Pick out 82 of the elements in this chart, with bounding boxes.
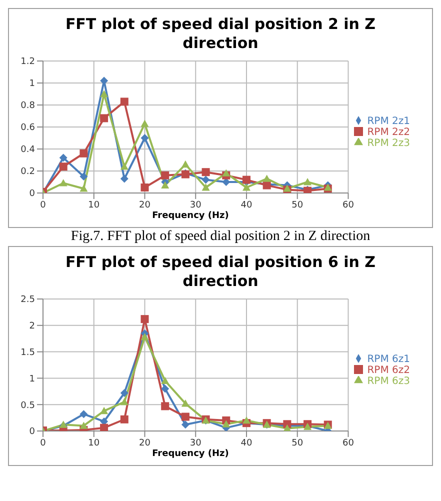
point bbox=[161, 181, 170, 188]
point bbox=[140, 315, 149, 324]
legend-label: RPM 6z3 bbox=[367, 376, 410, 386]
point bbox=[100, 424, 108, 431]
point bbox=[181, 160, 190, 168]
point bbox=[181, 420, 190, 429]
point bbox=[120, 174, 128, 183]
legend-label: RPM 2z3 bbox=[367, 138, 410, 148]
point bbox=[80, 149, 88, 158]
y-tick-label: 0.4 bbox=[20, 145, 36, 156]
x-tick-label: 60 bbox=[342, 200, 354, 210]
point bbox=[242, 184, 250, 191]
point bbox=[304, 178, 312, 186]
x-axis-title: Frequency (Hz) bbox=[151, 449, 230, 459]
point bbox=[161, 402, 170, 410]
x-tick-label: 40 bbox=[240, 438, 252, 448]
point bbox=[161, 171, 170, 180]
y-tick-label: 1 bbox=[29, 79, 35, 90]
point bbox=[161, 384, 170, 393]
x-tick-label: 50 bbox=[292, 200, 304, 210]
y-tick-label: 0.2 bbox=[20, 167, 35, 178]
point bbox=[202, 184, 210, 191]
point bbox=[80, 184, 88, 192]
legend-label: RPM 6z1 bbox=[367, 354, 410, 364]
y-tick-label: 0.5 bbox=[20, 400, 35, 411]
point bbox=[161, 376, 170, 384]
y-tick-label: 2.5 bbox=[20, 295, 35, 306]
point bbox=[202, 168, 210, 176]
point bbox=[181, 412, 190, 421]
chart-title: FFT plot of speed dial position 2 in Z direction bbox=[64, 15, 377, 53]
x-tick-label: 0 bbox=[40, 200, 46, 210]
x-tick-label: 0 bbox=[40, 438, 46, 448]
y-tick-label: 0 bbox=[29, 189, 36, 200]
point bbox=[140, 134, 149, 142]
y-tick-label: 0 bbox=[29, 427, 36, 438]
point bbox=[100, 90, 108, 98]
point bbox=[222, 169, 230, 176]
point bbox=[80, 410, 88, 418]
point bbox=[120, 398, 128, 406]
y-tick-label: 2 bbox=[29, 322, 35, 332]
legend-label: RPM 2z2 bbox=[367, 126, 410, 138]
point bbox=[283, 424, 292, 431]
y-tick-label: 0.8 bbox=[20, 101, 36, 112]
x-tick-label: 30 bbox=[190, 438, 202, 448]
x-tick-label: 10 bbox=[88, 200, 100, 210]
point bbox=[140, 184, 149, 192]
point bbox=[120, 415, 128, 424]
point bbox=[120, 388, 128, 397]
caption: Fig.7. FFT plot of speed dial position 2 in Z direction bbox=[70, 229, 372, 245]
legend-label: RPM 2z1 bbox=[367, 116, 410, 126]
point bbox=[140, 120, 149, 127]
y-tick-label: 1.2 bbox=[20, 57, 35, 68]
x-tick-label: 10 bbox=[88, 438, 100, 448]
point bbox=[242, 176, 250, 184]
point bbox=[120, 98, 128, 106]
x-tick-label: 50 bbox=[292, 438, 304, 448]
point bbox=[222, 420, 230, 428]
point bbox=[222, 178, 230, 186]
x-tick-label: 20 bbox=[139, 200, 151, 210]
x-tick-label: 60 bbox=[342, 438, 354, 448]
point bbox=[120, 162, 128, 170]
point bbox=[100, 406, 108, 414]
x-tick-label: 20 bbox=[139, 438, 151, 448]
point bbox=[262, 174, 271, 182]
x-axis-title: Frequency (Hz) bbox=[151, 211, 230, 221]
y-tick-label: 1.5 bbox=[20, 348, 35, 358]
x-tick-label: 30 bbox=[190, 200, 202, 210]
point bbox=[242, 416, 250, 424]
y-tick-label: 1 bbox=[29, 374, 35, 384]
y-tick-label: 0.6 bbox=[20, 123, 36, 134]
point bbox=[202, 176, 210, 184]
point bbox=[59, 154, 68, 162]
point bbox=[80, 422, 88, 429]
point bbox=[181, 400, 190, 407]
point bbox=[80, 172, 88, 180]
point bbox=[140, 333, 149, 340]
point bbox=[59, 179, 68, 186]
point bbox=[59, 162, 68, 171]
chart-title: FFT plot of speed dial position 6 in Z direction bbox=[64, 253, 377, 291]
legend-label: RPM 6z2 bbox=[367, 364, 410, 376]
point bbox=[100, 114, 108, 122]
x-tick-label: 40 bbox=[240, 200, 252, 210]
